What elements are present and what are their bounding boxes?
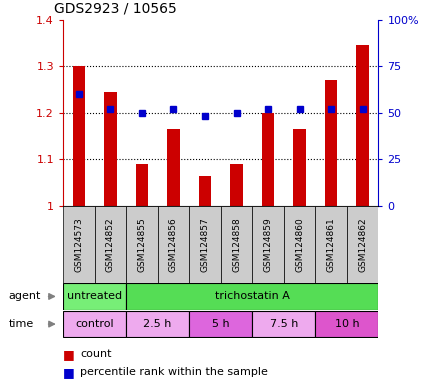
FancyBboxPatch shape [315,311,378,338]
Text: 7.5 h: 7.5 h [269,319,297,329]
Bar [167,129,179,206]
Bar [104,92,116,206]
Bar [261,113,274,206]
Text: GDS2923 / 10565: GDS2923 / 10565 [54,2,177,16]
Bar [135,164,148,206]
Text: time: time [9,319,34,329]
FancyBboxPatch shape [63,311,126,338]
Bar [230,164,242,206]
Text: control: control [75,319,114,329]
Text: 10 h: 10 h [334,319,358,329]
Text: count: count [80,349,112,359]
Text: GSM124862: GSM124862 [357,217,366,271]
FancyBboxPatch shape [63,283,126,310]
Text: GSM124858: GSM124858 [231,217,240,271]
Text: percentile rank within the sample: percentile rank within the sample [80,367,268,377]
FancyBboxPatch shape [189,206,220,283]
FancyBboxPatch shape [346,206,378,283]
FancyBboxPatch shape [315,206,346,283]
FancyBboxPatch shape [63,206,95,283]
Bar [293,129,305,206]
FancyBboxPatch shape [283,206,315,283]
Text: GSM124852: GSM124852 [105,217,115,271]
Text: agent: agent [9,291,41,301]
Text: GSM124857: GSM124857 [200,217,209,271]
Text: GSM124573: GSM124573 [74,217,83,271]
Bar [198,175,211,206]
FancyBboxPatch shape [126,311,189,338]
FancyBboxPatch shape [220,206,252,283]
Text: ■: ■ [63,366,75,379]
FancyBboxPatch shape [252,206,283,283]
FancyBboxPatch shape [189,311,252,338]
FancyBboxPatch shape [252,311,315,338]
Text: 5 h: 5 h [211,319,229,329]
Text: GSM124861: GSM124861 [326,217,335,271]
Text: GSM124856: GSM124856 [168,217,178,271]
Bar [355,45,368,206]
Text: GSM124859: GSM124859 [263,217,272,271]
Text: trichostatin A: trichostatin A [214,291,289,301]
FancyBboxPatch shape [126,206,157,283]
Bar [72,66,85,206]
FancyBboxPatch shape [126,283,378,310]
FancyBboxPatch shape [95,206,126,283]
Text: GSM124860: GSM124860 [294,217,303,271]
Text: 2.5 h: 2.5 h [143,319,171,329]
Text: GSM124855: GSM124855 [137,217,146,271]
Text: ■: ■ [63,348,75,361]
FancyBboxPatch shape [157,206,189,283]
Bar [324,80,337,206]
Text: untreated: untreated [67,291,122,301]
